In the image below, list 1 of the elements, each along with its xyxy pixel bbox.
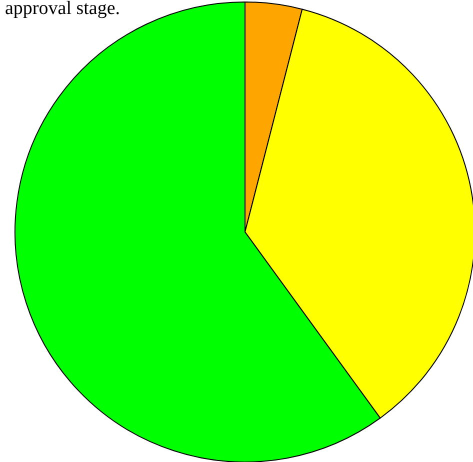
chart-title: approval stage. [5,0,120,19]
